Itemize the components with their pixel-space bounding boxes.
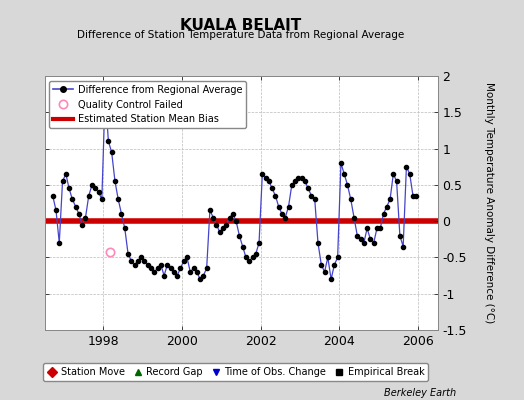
Text: Difference of Station Temperature Data from Regional Average: Difference of Station Temperature Data f… [78,30,405,40]
Legend: Station Move, Record Gap, Time of Obs. Change, Empirical Break: Station Move, Record Gap, Time of Obs. C… [43,363,428,381]
Y-axis label: Monthly Temperature Anomaly Difference (°C): Monthly Temperature Anomaly Difference (… [484,82,494,324]
Text: Berkeley Earth: Berkeley Earth [384,388,456,398]
Text: KUALA BELAIT: KUALA BELAIT [180,18,302,33]
Legend: Difference from Regional Average, Quality Control Failed, Estimated Station Mean: Difference from Regional Average, Qualit… [49,81,246,128]
